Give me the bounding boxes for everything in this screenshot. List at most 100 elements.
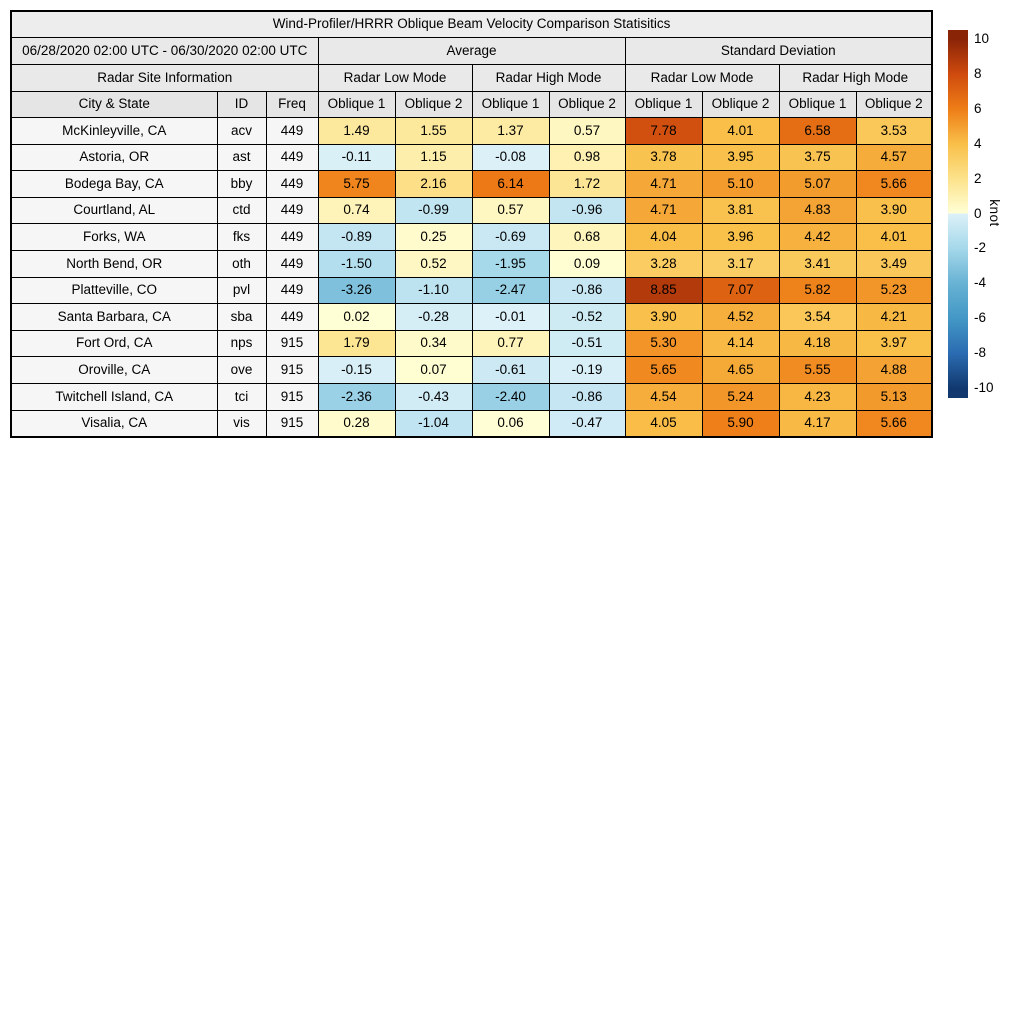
value-cell: -0.08 (471, 143, 550, 172)
value-cell: 0.25 (394, 223, 473, 251)
value-cell: 3.28 (624, 249, 703, 278)
table-row: Bodega Bay, CA bby 449 5.75 2.16 6.14 1.72 4.71… (10, 170, 933, 198)
value-cell: 3.75 (778, 143, 857, 172)
colorbar: 10 8 6 4 2 0 -2 -4 -6 -8 -10 knot (948, 30, 1024, 398)
col-header-freq: Freq (265, 91, 319, 118)
colorbar-tick-label: -10 (974, 380, 994, 395)
id-cell: sba (216, 303, 267, 331)
value-cell: 3.78 (624, 143, 703, 172)
table-row: Fort Ord, CA nps 915 1.79 0.34 0.77 -0.51 5.30 4… (10, 329, 933, 358)
city-cell: McKinleyville, CA (10, 117, 218, 145)
city-cell: Fort Ord, CA (10, 329, 218, 358)
value-cell: 1.55 (394, 117, 473, 145)
value-cell: -2.36 (317, 382, 396, 411)
city-cell: Santa Barbara, CA (10, 303, 218, 331)
value-cell: 4.71 (624, 170, 703, 198)
col-header-id: ID (216, 91, 267, 118)
value-cell: 4.23 (778, 382, 857, 411)
value-cell: -0.69 (471, 223, 550, 251)
freq-cell: 449 (265, 249, 319, 278)
value-cell: -0.52 (548, 303, 626, 331)
col-header-oblique: Oblique 2 (548, 91, 626, 118)
value-cell: 4.01 (701, 117, 780, 145)
value-cell: 0.74 (317, 196, 396, 225)
colorbar-gradient (948, 30, 968, 398)
site-info-header: Radar Site Information (10, 64, 319, 92)
col-header-oblique: Oblique 2 (855, 91, 933, 118)
value-cell: 4.52 (701, 303, 780, 331)
freq-cell: 449 (265, 196, 319, 225)
freq-cell: 449 (265, 223, 319, 251)
city-cell: Oroville, CA (10, 356, 218, 384)
value-cell: 4.18 (778, 329, 857, 358)
value-cell: -1.95 (471, 249, 550, 278)
value-cell: -0.19 (548, 356, 626, 384)
table-row: North Bend, OR oth 449 -1.50 0.52 -1.95 0.09 3.… (10, 249, 933, 278)
value-cell: 4.17 (778, 409, 857, 438)
value-cell: 4.83 (778, 196, 857, 225)
value-cell: -1.10 (394, 276, 473, 305)
mode-header-sd-high: Radar High Mode (778, 64, 933, 92)
value-cell: 3.54 (778, 303, 857, 331)
value-cell: 3.41 (778, 249, 857, 278)
figure-title: Wind-Profiler/HRRR Oblique Beam Velocity… (10, 10, 933, 38)
table-row: Courtland, AL ctd 449 0.74 -0.99 0.57 -0.96 4.7… (10, 196, 933, 225)
value-cell: -1.04 (394, 409, 473, 438)
value-cell: 5.90 (701, 409, 780, 438)
value-cell: 7.07 (701, 276, 780, 305)
id-cell: pvl (216, 276, 267, 305)
id-cell: fks (216, 223, 267, 251)
colorbar-tick-label: 10 (974, 31, 990, 46)
freq-cell: 449 (265, 170, 319, 198)
id-cell: ast (216, 143, 267, 172)
value-cell: 3.90 (624, 303, 703, 331)
value-cell: 5.66 (855, 170, 933, 198)
value-cell: 8.85 (624, 276, 703, 305)
value-cell: 4.14 (701, 329, 780, 358)
value-cell: 0.57 (471, 196, 550, 225)
table-row: Platteville, CO pvl 449 -3.26 -1.10 -2.47 -0.8… (10, 276, 933, 305)
id-cell: acv (216, 117, 267, 145)
value-cell: 0.28 (317, 409, 396, 438)
colorbar-unit-label: knot (987, 199, 1002, 227)
id-cell: tci (216, 382, 267, 411)
freq-cell: 449 (265, 143, 319, 172)
id-cell: ove (216, 356, 267, 384)
value-cell: 5.10 (701, 170, 780, 198)
col-header-oblique: Oblique 2 (701, 91, 780, 118)
colorbar-tick-label: 0 (974, 205, 982, 221)
value-cell: 4.65 (701, 356, 780, 384)
stats-figure: Wind-Profiler/HRRR Oblique Beam Velocity… (10, 10, 934, 439)
value-cell: 4.54 (624, 382, 703, 411)
section-std-deviation: Standard Deviation (624, 37, 933, 65)
id-cell: ctd (216, 196, 267, 225)
value-cell: 0.57 (548, 117, 626, 145)
value-cell: 4.05 (624, 409, 703, 438)
value-cell: 5.75 (317, 170, 396, 198)
date-range: 06/28/2020 02:00 UTC - 06/30/2020 02:00 … (10, 37, 319, 65)
colorbar-tick-label: 6 (974, 100, 982, 116)
colorbar-tick-label: 2 (974, 170, 982, 186)
value-cell: 1.79 (317, 329, 396, 358)
freq-cell: 915 (265, 409, 319, 438)
value-cell: 0.34 (394, 329, 473, 358)
col-header-city: City & State (10, 91, 218, 118)
city-cell: Platteville, CO (10, 276, 218, 305)
value-cell: 5.30 (624, 329, 703, 358)
city-cell: Visalia, CA (10, 409, 218, 438)
mode-header-sd-low: Radar Low Mode (624, 64, 780, 92)
id-cell: oth (216, 249, 267, 278)
colorbar-tick-label: -4 (974, 275, 987, 291)
table-row: Oroville, CA ove 915 -0.15 0.07 -0.61 -0.19 5.6… (10, 356, 933, 384)
col-header-oblique: Oblique 1 (471, 91, 550, 118)
value-cell: 0.02 (317, 303, 396, 331)
id-cell: nps (216, 329, 267, 358)
value-cell: -0.51 (548, 329, 626, 358)
value-cell: 7.78 (624, 117, 703, 145)
value-cell: -2.47 (471, 276, 550, 305)
value-cell: -0.61 (471, 356, 550, 384)
value-cell: 3.97 (855, 329, 933, 358)
section-average: Average (317, 37, 626, 65)
col-header-oblique: Oblique 1 (317, 91, 396, 118)
value-cell: 3.96 (701, 223, 780, 251)
